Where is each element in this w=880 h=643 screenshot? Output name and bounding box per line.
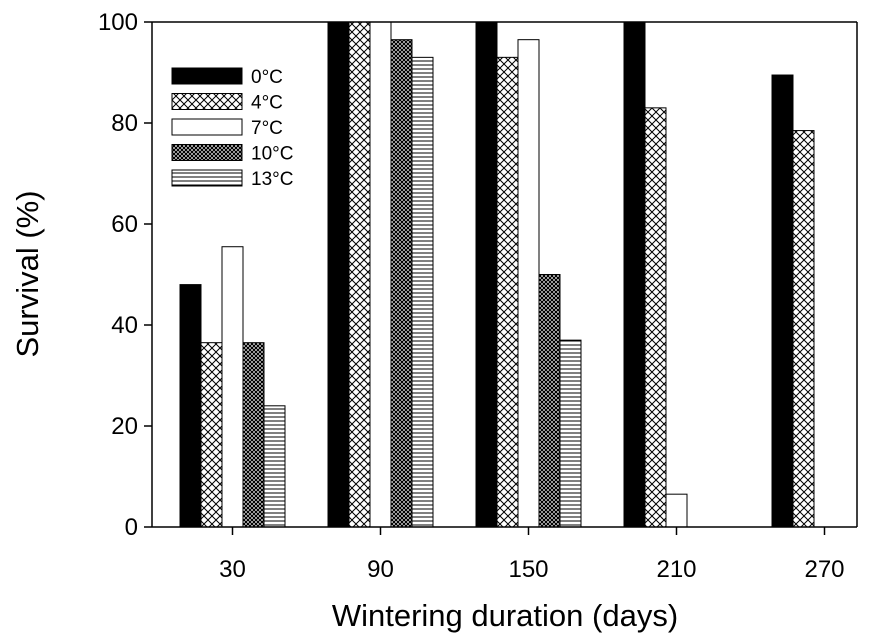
bars-group: [179, 21, 815, 528]
bar-90-days-series-0: [327, 21, 350, 528]
legend-label-3: 10°C: [251, 144, 293, 165]
x-tick-label: 270: [804, 556, 844, 583]
bar-150-days-series-2: [517, 39, 540, 528]
x-axis-title: Wintering duration (days): [332, 598, 678, 633]
x-tick-label: 90: [367, 556, 394, 583]
bar-90-days-series-2: [369, 21, 392, 528]
y-ticks-group: 0 20 40 60 80 100: [98, 9, 152, 541]
legend-swatch-4: [171, 169, 243, 187]
legend: 0°C 4°C 7°C 10°C 13°C: [171, 67, 293, 190]
y-tick-label: 80: [111, 110, 138, 137]
bar-210-days-series-1: [644, 107, 667, 528]
x-tick-label: 30: [219, 556, 246, 583]
legend-label-4: 13°C: [251, 169, 293, 190]
bar-90-days-series-4: [411, 56, 434, 528]
x-ticks-group: 30 90 150 210 270: [219, 527, 845, 583]
bar-90-days-series-1: [348, 21, 371, 528]
bar-30-days-series-3: [242, 342, 265, 528]
bar-270-days-series-0: [771, 74, 794, 528]
legend-swatch-1: [171, 93, 243, 110]
bar-90-days-series-3: [390, 39, 413, 528]
axes-group: [151, 21, 858, 528]
y-axis-title: Survival (%): [10, 190, 45, 357]
bar-30-days-series-2: [221, 246, 244, 528]
x-tick-label: 210: [656, 556, 696, 583]
bar-270-days-series-1: [792, 130, 815, 528]
bar-210-days-series-0: [623, 21, 646, 528]
bar-30-days-series-1: [200, 342, 223, 528]
bar-150-days-series-4: [559, 339, 582, 528]
bar-150-days-series-3: [538, 274, 561, 528]
y-tick-label: 0: [125, 514, 138, 541]
bar-150-days-series-0: [475, 21, 498, 528]
x-tick-label: 150: [508, 556, 548, 583]
y-tick-label: 60: [111, 211, 138, 238]
bar-150-days-series-1: [496, 56, 519, 528]
y-tick-label: 100: [98, 9, 138, 36]
legend-swatch-0: [171, 67, 243, 85]
legend-label-0: 0°C: [251, 67, 283, 88]
legend-swatch-3: [171, 144, 243, 161]
bar-210-days-series-2: [665, 493, 688, 528]
y-tick-label: 40: [111, 312, 138, 339]
bar-30-days-series-4: [263, 405, 286, 528]
legend-label-2: 7°C: [251, 118, 283, 139]
y-tick-label: 20: [111, 413, 138, 440]
legend-swatch-2: [171, 118, 243, 136]
legend-label-1: 4°C: [251, 93, 283, 114]
bar-30-days-series-0: [179, 284, 202, 528]
